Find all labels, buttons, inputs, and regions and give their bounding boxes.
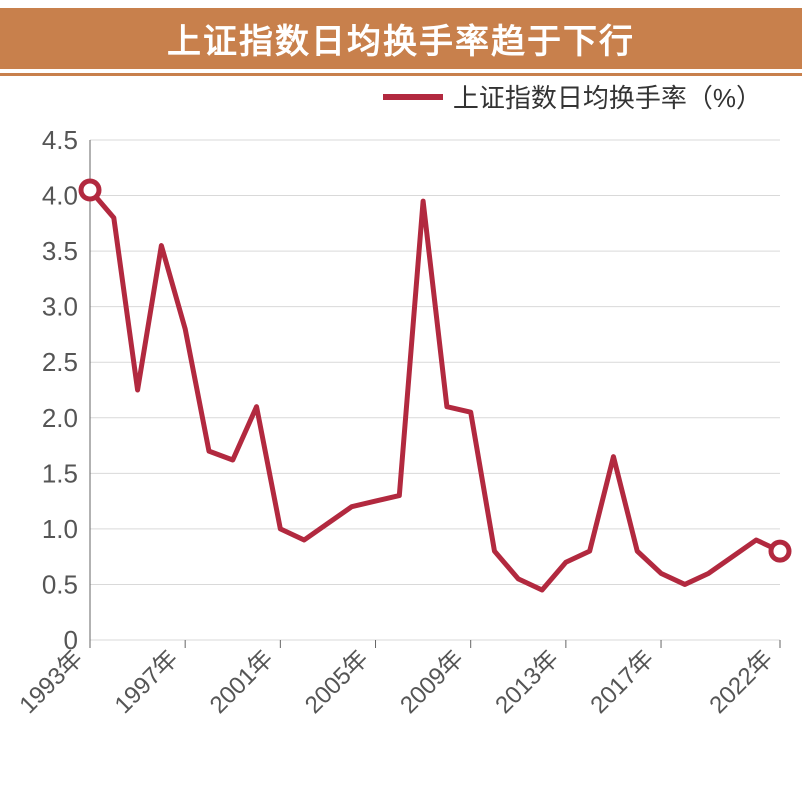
x-tick-label: 2009年	[395, 645, 469, 719]
x-tick-label: 2013年	[490, 645, 564, 719]
endpoint-marker	[771, 542, 789, 560]
legend-swatch	[383, 94, 443, 100]
y-tick-label: 2.5	[42, 347, 78, 377]
y-tick-label: 0.5	[42, 569, 78, 599]
x-tick-label: 2005年	[300, 645, 374, 719]
legend-label: 上证指数日均换手率（%）	[453, 78, 762, 115]
y-tick-label: 1.5	[42, 458, 78, 488]
chart-title: 上证指数日均换手率趋于下行	[0, 8, 802, 69]
title-bar-wrap: 上证指数日均换手率趋于下行	[0, 0, 802, 76]
y-tick-label: 4.5	[42, 125, 78, 155]
y-tick-label: 3.5	[42, 236, 78, 266]
chart-container: 上证指数日均换手率趋于下行 上证指数日均换手率（%） 00.51.01.52.0…	[0, 0, 802, 789]
x-tick-label: 2001年	[205, 645, 279, 719]
y-tick-label: 2.0	[42, 403, 78, 433]
chart-plot-area: 00.51.01.52.02.53.03.54.04.51993年1997年20…	[0, 120, 802, 780]
endpoint-marker	[81, 181, 99, 199]
x-tick-label: 2017年	[585, 645, 659, 719]
legend: 上证指数日均换手率（%）	[383, 78, 762, 115]
x-tick-label: 2022年	[704, 645, 778, 719]
y-tick-label: 1.0	[42, 514, 78, 544]
x-tick-label: 1993年	[14, 645, 88, 719]
y-tick-label: 4.0	[42, 181, 78, 211]
x-tick-label: 1997年	[110, 645, 184, 719]
line-chart-svg: 00.51.01.52.02.53.03.54.04.51993年1997年20…	[0, 120, 802, 780]
series-line	[90, 190, 780, 590]
y-tick-label: 3.0	[42, 292, 78, 322]
